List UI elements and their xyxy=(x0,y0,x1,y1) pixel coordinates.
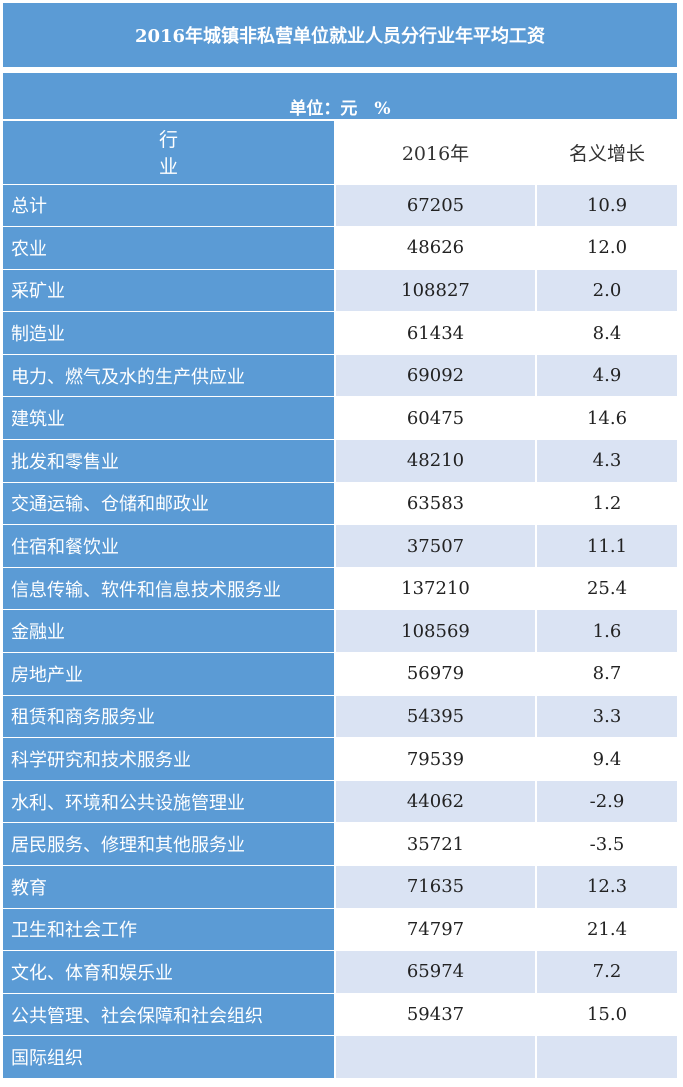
growth-cell: 2.0 xyxy=(536,269,677,313)
industry-cell: 公共管理、社会保障和社会组织 xyxy=(3,993,336,1037)
industry-cell: 交通运输、仓储和邮政业 xyxy=(3,482,336,526)
industry-cell: 农业 xyxy=(3,226,336,270)
growth-cell: 1.2 xyxy=(536,482,677,526)
wage-cell: 44062 xyxy=(335,780,537,824)
wage-cell: 35721 xyxy=(335,822,537,866)
table-row: 居民服务、修理和其他服务业 35721 -3.5 xyxy=(3,822,677,866)
table-row: 交通运输、仓储和邮政业 63583 1.2 xyxy=(3,482,677,526)
growth-cell: 21.4 xyxy=(536,908,677,952)
table-row: 总计 67205 10.9 xyxy=(3,184,677,228)
industry-cell: 批发和零售业 xyxy=(3,439,336,483)
table-row: 电力、燃气及水的生产供应业 69092 4.9 xyxy=(3,354,677,398)
header-row: 行 业 2016年 名义增长 xyxy=(3,121,677,185)
industry-cell: 金融业 xyxy=(3,609,336,654)
wage-cell: 137210 xyxy=(335,567,537,611)
industry-cell: 总计 xyxy=(3,184,336,228)
wage-cell: 56979 xyxy=(335,652,537,696)
growth-cell: 3.3 xyxy=(536,695,677,739)
wage-cell: 69092 xyxy=(335,354,537,398)
table-row: 公共管理、社会保障和社会组织 59437 15.0 xyxy=(3,993,677,1037)
table-row: 文化、体育和娱乐业 65974 7.2 xyxy=(3,950,677,994)
table-row: 国际组织 xyxy=(3,1035,677,1079)
wage-cell: 48626 xyxy=(335,226,537,270)
unit-label: 单位：元 % xyxy=(3,73,677,119)
table-row: 制造业 61434 8.4 xyxy=(3,311,677,355)
table-row: 科学研究和技术服务业 79539 9.4 xyxy=(3,737,677,781)
industry-cell: 信息传输、软件和信息技术服务业 xyxy=(3,567,336,611)
header-wage-2016: 2016年 xyxy=(335,121,537,185)
growth-cell: 1.6 xyxy=(536,609,677,654)
growth-cell: 4.9 xyxy=(536,354,677,398)
growth-cell: 8.4 xyxy=(536,311,677,355)
wage-cell: 71635 xyxy=(335,865,537,909)
growth-cell: 10.9 xyxy=(536,184,677,228)
industry-cell: 教育 xyxy=(3,865,336,909)
table-row: 农业 48626 12.0 xyxy=(3,226,677,270)
wage-cell: 65974 xyxy=(335,950,537,994)
wage-cell: 67205 xyxy=(335,184,537,228)
table-row: 采矿业 108827 2.0 xyxy=(3,269,677,313)
wage-cell: 48210 xyxy=(335,439,537,483)
wage-cell: 74797 xyxy=(335,908,537,952)
wage-cell: 59437 xyxy=(335,993,537,1037)
growth-cell: 4.3 xyxy=(536,439,677,483)
industry-cell: 卫生和社会工作 xyxy=(3,908,336,952)
table-row: 批发和零售业 48210 4.3 xyxy=(3,439,677,483)
industry-cell: 居民服务、修理和其他服务业 xyxy=(3,822,336,866)
wage-cell: 61434 xyxy=(335,311,537,355)
wage-table: 行 业 2016年 名义增长 总计 67205 10.9 农业 48626 12.0 采矿业… xyxy=(3,121,677,1079)
table-row: 金融业 108569 1.6 xyxy=(3,609,677,654)
industry-cell: 房地产业 xyxy=(3,652,336,696)
table-row: 租赁和商务服务业 54395 3.3 xyxy=(3,695,677,739)
growth-cell: 9.4 xyxy=(536,737,677,781)
industry-cell: 国际组织 xyxy=(3,1035,336,1079)
growth-cell: 25.4 xyxy=(536,567,677,611)
header-nominal-growth: 名义增长 xyxy=(536,121,677,185)
growth-cell: 15.0 xyxy=(536,993,677,1037)
table-row: 住宿和餐饮业 37507 11.1 xyxy=(3,524,677,568)
industry-cell: 水利、环境和公共设施管理业 xyxy=(3,780,336,824)
growth-cell: -2.9 xyxy=(536,780,677,824)
growth-cell: 12.0 xyxy=(536,226,677,270)
table-row: 教育 71635 12.3 xyxy=(3,865,677,909)
industry-cell: 文化、体育和娱乐业 xyxy=(3,950,336,994)
industry-cell: 电力、燃气及水的生产供应业 xyxy=(3,354,336,398)
growth-cell: 12.3 xyxy=(536,865,677,909)
wage-cell: 108569 xyxy=(335,609,537,654)
growth-cell: 8.7 xyxy=(536,652,677,696)
growth-cell: 11.1 xyxy=(536,524,677,568)
growth-cell: 14.6 xyxy=(536,396,677,441)
growth-cell xyxy=(536,1035,677,1079)
industry-cell: 制造业 xyxy=(3,311,336,355)
wage-cell: 37507 xyxy=(335,524,537,568)
table-row: 水利、环境和公共设施管理业 44062 -2.9 xyxy=(3,780,677,824)
table-title: 2016年城镇非私营单位就业人员分行业年平均工资 xyxy=(3,3,677,67)
wage-cell: 79539 xyxy=(335,737,537,781)
growth-cell: -3.5 xyxy=(536,822,677,866)
industry-cell: 住宿和餐饮业 xyxy=(3,524,336,568)
wage-cell: 60475 xyxy=(335,396,537,441)
table-row: 卫生和社会工作 74797 21.4 xyxy=(3,908,677,952)
industry-cell: 科学研究和技术服务业 xyxy=(3,737,336,781)
header-industry: 行 业 xyxy=(3,121,336,185)
industry-cell: 采矿业 xyxy=(3,269,336,313)
wage-cell xyxy=(335,1035,537,1079)
unit-text: 单位：元 % xyxy=(289,99,391,119)
industry-cell: 租赁和商务服务业 xyxy=(3,695,336,739)
industry-cell: 建筑业 xyxy=(3,396,336,441)
table-row: 建筑业 60475 14.6 xyxy=(3,396,677,441)
wage-cell: 63583 xyxy=(335,482,537,526)
table-row: 信息传输、软件和信息技术服务业 137210 25.4 xyxy=(3,567,677,611)
growth-cell: 7.2 xyxy=(536,950,677,994)
wage-cell: 108827 xyxy=(335,269,537,313)
wage-cell: 54395 xyxy=(335,695,537,739)
table-row: 房地产业 56979 8.7 xyxy=(3,652,677,696)
